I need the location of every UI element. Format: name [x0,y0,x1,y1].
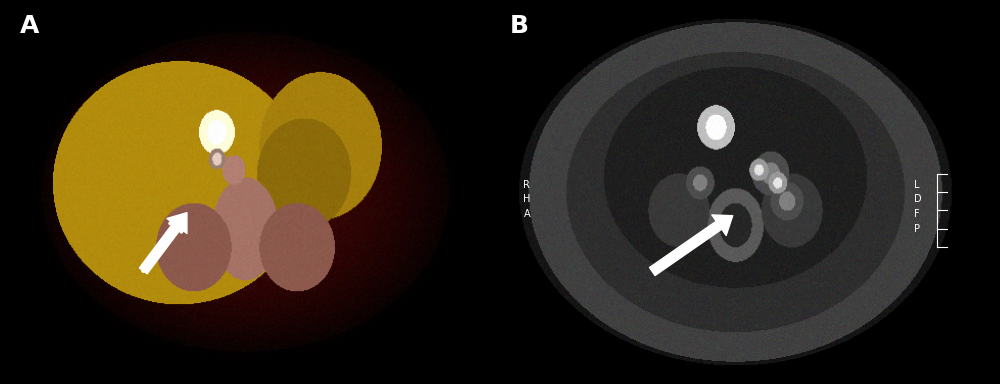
Text: P: P [914,224,920,234]
Text: F: F [914,209,919,219]
FancyArrowPatch shape [650,215,733,275]
Text: A: A [19,15,39,38]
Text: B: B [509,15,528,38]
Text: A: A [524,209,530,219]
Text: R: R [524,180,530,190]
FancyArrowPatch shape [139,213,187,274]
Text: D: D [914,194,921,204]
Text: L: L [914,180,919,190]
Text: H: H [524,194,531,204]
